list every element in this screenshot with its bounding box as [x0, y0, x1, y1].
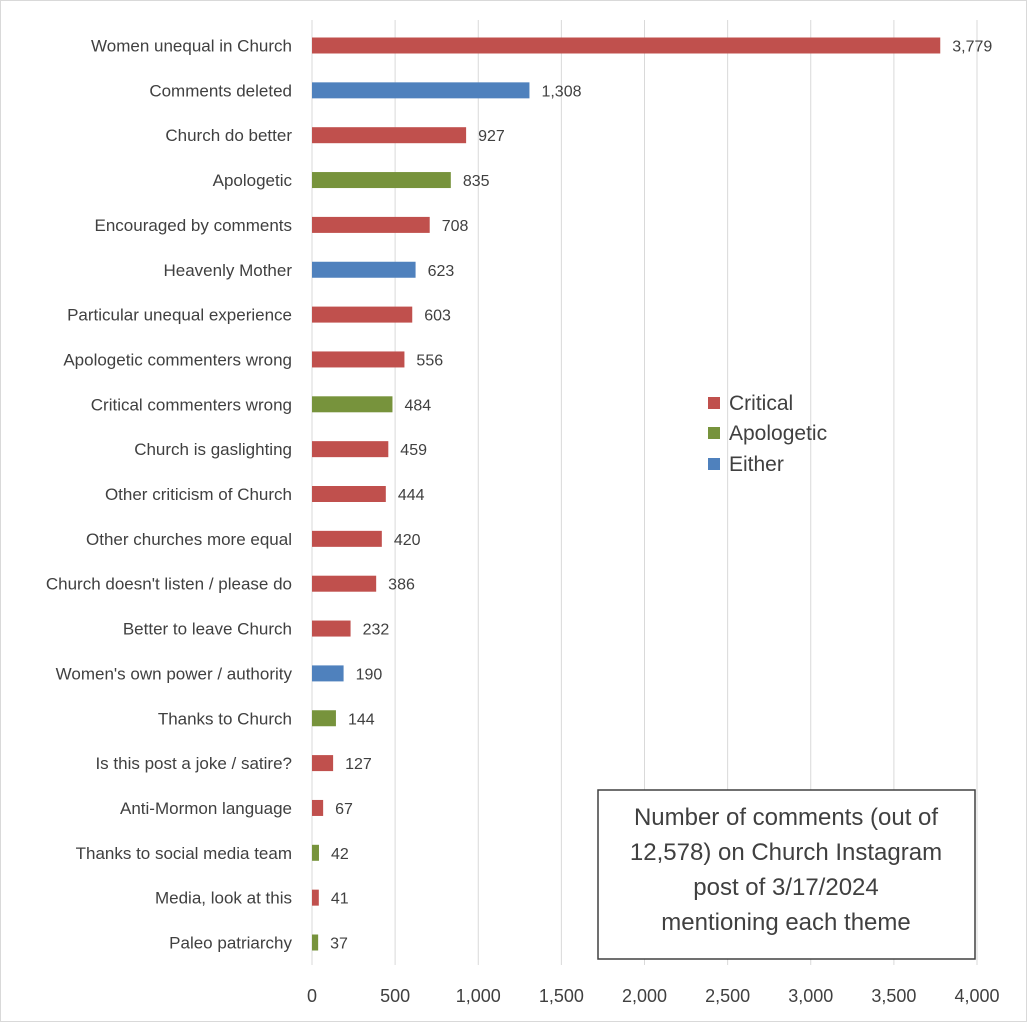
category-label: Particular unequal experience: [67, 306, 292, 325]
value-label: 144: [348, 711, 375, 728]
x-tick-label: 500: [380, 986, 410, 1006]
x-tick-label: 2,500: [705, 986, 750, 1006]
bar: [312, 216, 430, 233]
category-label: Thanks to Church: [158, 709, 292, 728]
annotation-border: [597, 789, 976, 960]
category-label: Other churches more equal: [86, 530, 292, 549]
value-label: 386: [388, 577, 415, 594]
category-label: Other criticism of Church: [105, 485, 292, 504]
bar: [312, 396, 393, 413]
x-tick-label: 3,000: [788, 986, 833, 1006]
value-label: 623: [428, 263, 455, 280]
x-tick-label: 0: [307, 986, 317, 1006]
value-label: 127: [345, 756, 372, 773]
x-tick-label: 2,000: [622, 986, 667, 1006]
bar: [312, 889, 319, 906]
value-label: 444: [398, 487, 425, 504]
category-label: Church is gaslighting: [134, 440, 292, 459]
value-label: 41: [331, 891, 349, 908]
value-label: 232: [363, 622, 390, 639]
x-tick-label: 1,500: [539, 986, 584, 1006]
bars: [312, 37, 941, 951]
bar: [312, 351, 405, 368]
category-label: Media, look at this: [155, 889, 292, 908]
category-labels: Women unequal in Church Comments deleted C…: [46, 37, 293, 953]
category-label: Apologetic commenters wrong: [63, 350, 292, 369]
category-label: Church doesn't listen / please do: [46, 575, 292, 594]
annotation-line: post of 3/17/2024: [693, 874, 878, 901]
value-label: 835: [463, 173, 490, 190]
legend: Critical Apologetic Either: [708, 392, 827, 476]
legend-swatch: [708, 427, 720, 439]
bar: [312, 486, 386, 502]
bar: [312, 665, 344, 682]
legend-swatch: [708, 458, 720, 470]
bar: [312, 441, 389, 458]
bar: [312, 934, 319, 951]
bar: [312, 306, 413, 323]
bar: [312, 82, 530, 99]
category-label: Is this post a joke / satire?: [95, 754, 292, 773]
category-label: Thanks to social media team: [76, 844, 292, 863]
legend-label: Either: [729, 453, 784, 476]
legend-label: Critical: [729, 392, 793, 415]
category-label: Women's own power / authority: [56, 664, 293, 683]
x-tick-label: 3,500: [871, 986, 916, 1006]
category-label: Critical commenters wrong: [91, 395, 292, 414]
category-label: Apologetic: [213, 171, 293, 190]
category-label: Women unequal in Church: [91, 37, 292, 56]
bar: [312, 755, 334, 772]
bar: [312, 37, 941, 54]
value-label: 459: [400, 442, 427, 459]
annotation-box: Number of comments (out of 12,578) on Chu…: [597, 789, 976, 960]
value-label: 556: [416, 352, 443, 369]
category-label: Paleo patriarchy: [169, 934, 292, 953]
bar: [312, 575, 377, 592]
category-label: Better to leave Church: [123, 620, 292, 639]
x-tick-label: 4,000: [954, 986, 999, 1006]
annotation-line: 12,578) on Church Instagram: [630, 839, 942, 866]
bar: [312, 127, 467, 144]
bar: [312, 261, 416, 278]
category-label: Church do better: [165, 126, 292, 145]
bar: [312, 799, 324, 816]
bar: [312, 172, 451, 189]
x-tick-label: 1,000: [456, 986, 501, 1006]
annotation-line: Number of comments (out of: [634, 804, 938, 831]
value-label: 190: [356, 666, 383, 683]
category-label: Comments deleted: [149, 81, 292, 100]
value-label: 603: [424, 308, 451, 325]
category-label: Encouraged by comments: [95, 216, 293, 235]
value-label: 37: [330, 936, 348, 953]
x-axis-tick-labels: 0 500 1,000 1,500 2,000 2,500 3,000 3,500 4,000: [307, 986, 1000, 1006]
bar: [312, 530, 382, 547]
category-label: Heavenly Mother: [163, 261, 292, 280]
bar: [312, 844, 319, 861]
value-label: 42: [331, 846, 349, 863]
value-label: 67: [335, 801, 353, 818]
value-label: 484: [404, 397, 431, 414]
value-label: 420: [394, 532, 421, 549]
category-label: Anti-Mormon language: [120, 799, 292, 818]
bar: [312, 620, 351, 637]
annotation-line: mentioning each theme: [661, 909, 911, 936]
value-label: 708: [442, 218, 469, 235]
value-label: 927: [478, 128, 505, 145]
bar: [312, 710, 336, 727]
legend-swatch: [708, 397, 720, 409]
value-label: 1,308: [541, 83, 581, 100]
value-label: 3,779: [952, 39, 992, 56]
value-labels: 3,779 1,308 927 835 708 623 603 556 484 459 444 420…: [330, 39, 992, 953]
legend-label: Apologetic: [729, 422, 827, 445]
